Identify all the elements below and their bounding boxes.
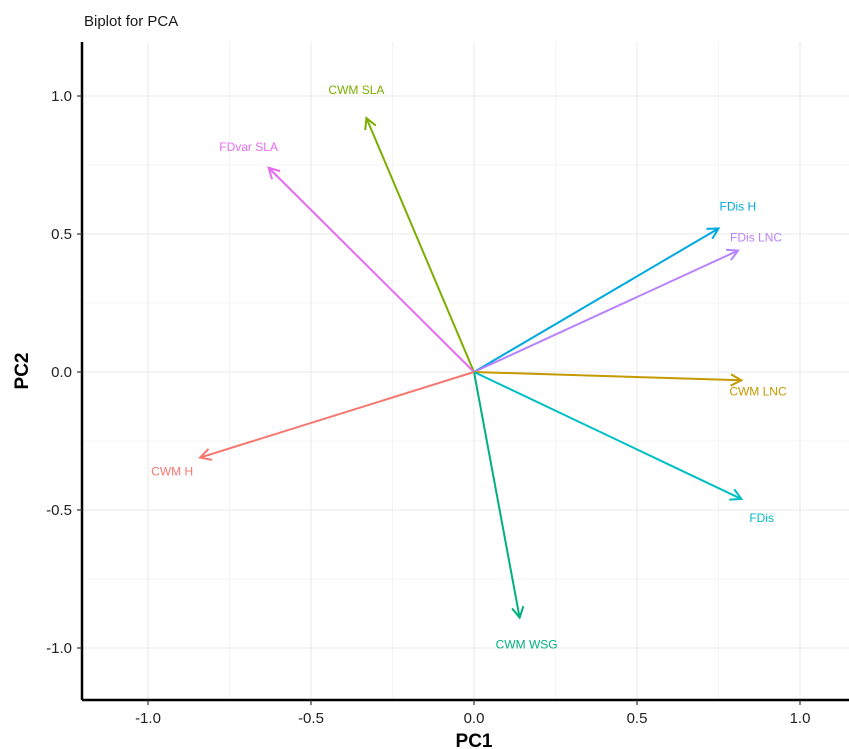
x-ticks: -1.0 -0.5 0.0 0.5 1.0	[135, 700, 810, 727]
arrowhead-fdis-lnc	[726, 248, 740, 261]
y-axis-title: PC2	[12, 353, 33, 390]
y-tick-label: -1.0	[46, 640, 72, 657]
vector-fdis	[473, 371, 742, 500]
vector-label-cwm-sla: CWM SLA	[328, 83, 384, 97]
vector-cwm-wsg	[473, 371, 521, 618]
vector-label-cwm-h: CWM H	[151, 465, 193, 479]
vector-cwm-h	[199, 371, 475, 459]
y-tick-label: 0.5	[51, 226, 72, 243]
x-tick-label: 0.5	[627, 710, 648, 727]
x-tick-label: -1.0	[135, 710, 161, 727]
arrowhead-cwm-lnc	[730, 373, 744, 387]
vector-cwm-sla	[365, 117, 475, 373]
vector-label-cwm-wsg: CWM WSG	[496, 638, 558, 652]
arrowhead-cwm-sla	[364, 116, 377, 131]
vector-label-cwm-lnc: CWM LNC	[729, 384, 787, 398]
vector-label-fdis-lnc: FDis LNC	[730, 231, 782, 245]
vector-cwm-lnc	[473, 371, 742, 382]
arrowhead-cwm-h	[198, 448, 213, 461]
vector-label-fdis-h: FDis H	[720, 199, 757, 213]
vector-fdis-h	[473, 227, 720, 373]
y-tick-label: -0.5	[46, 502, 72, 519]
axes	[80, 42, 849, 702]
chart-title: Biplot for PCA	[84, 13, 178, 30]
arrowhead-cwm-wsg	[511, 605, 525, 620]
arrowhead-fdis	[729, 488, 744, 501]
vector-fdvar-sla	[267, 167, 475, 373]
vector-label-fdis: FDis	[749, 511, 774, 525]
x-tick-label: -0.5	[298, 710, 324, 727]
x-axis-title: PC1	[456, 731, 493, 749]
x-tick-label: 1.0	[790, 710, 811, 727]
arrowhead-fdvar-sla	[267, 166, 281, 180]
vectors: CWM SLA FDvar SLA FDis H FDis LNC CWM LNC FDi…	[151, 83, 787, 652]
y-tick-label: 1.0	[51, 88, 72, 105]
vector-label-fdvar-sla: FDvar SLA	[219, 140, 278, 154]
y-ticks: 1.0 0.5 0.0 -0.5 -1.0	[46, 88, 82, 657]
grid	[82, 42, 849, 700]
y-tick-label: 0.0	[51, 364, 72, 381]
vector-fdis-lnc	[473, 249, 739, 373]
arrowhead-fdis-h	[706, 227, 721, 240]
x-tick-label: 0.0	[464, 710, 485, 727]
